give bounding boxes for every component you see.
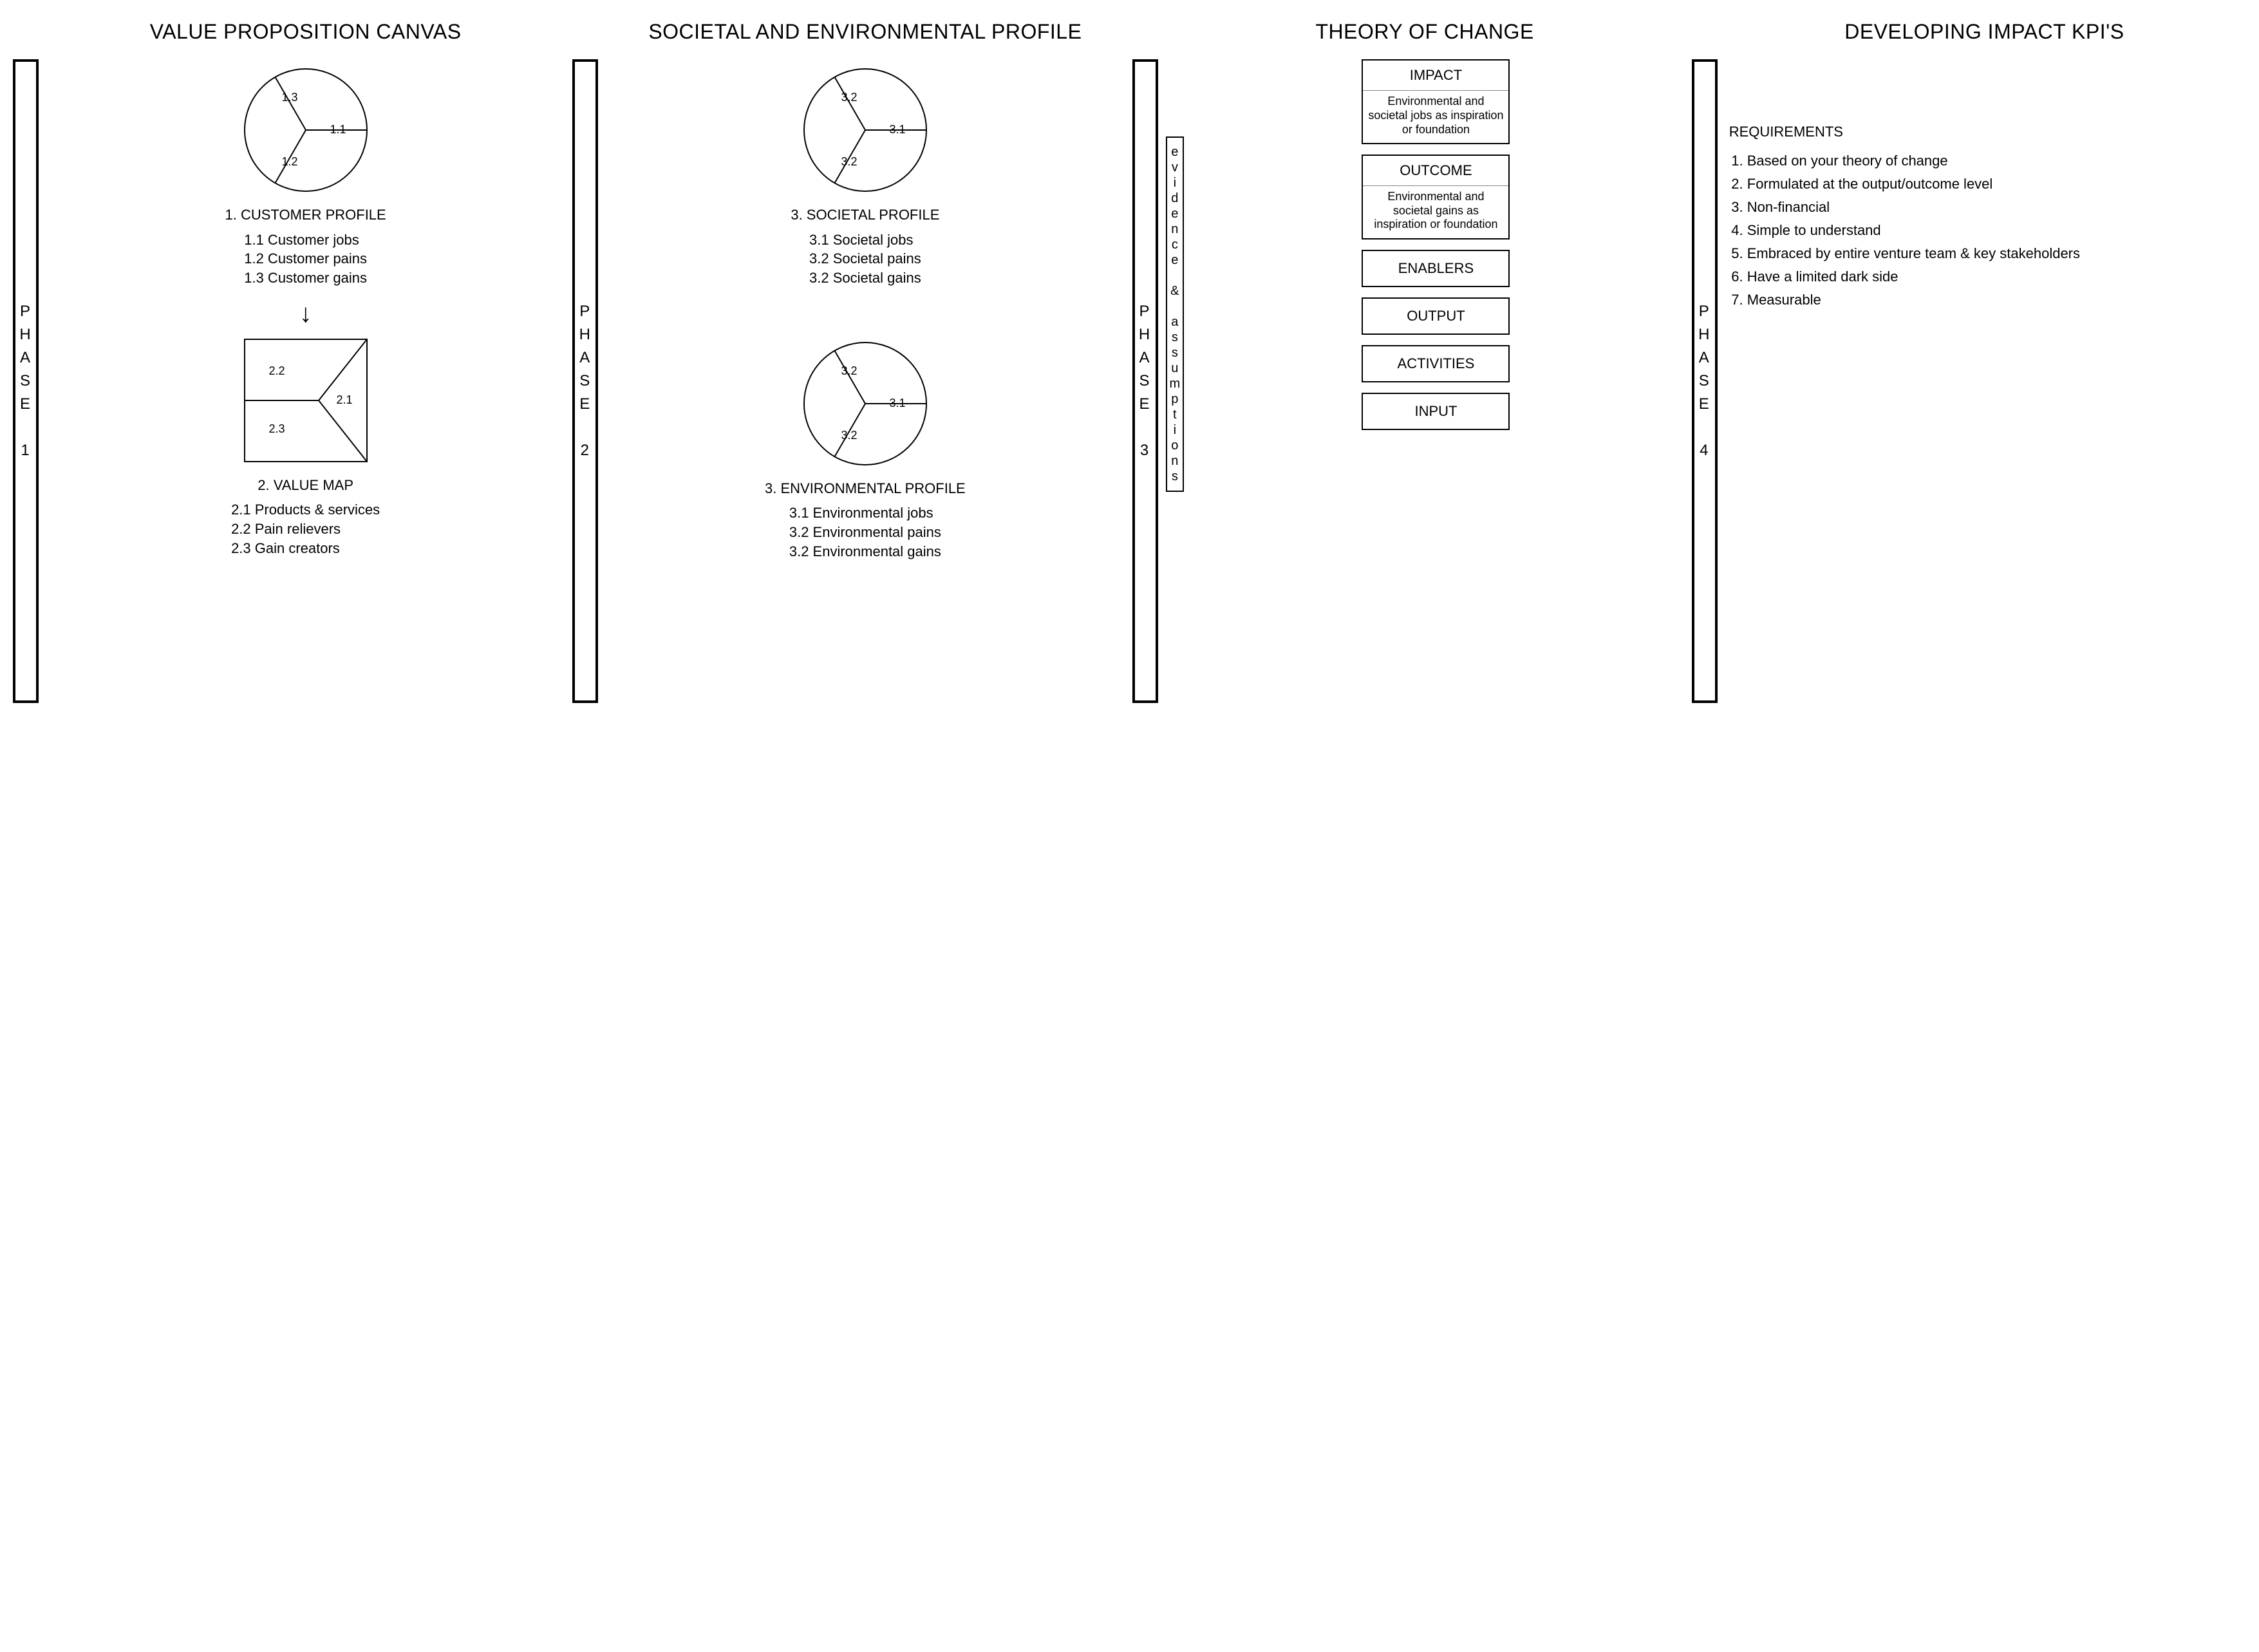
customer-profile-pie: 1.1 1.2 1.3 [241,66,370,198]
list-item: 3.2 Environmental pains [789,523,941,542]
societal-profile-pie: 3.1 3.2 3.2 [801,66,930,198]
list-item: 3.2 Societal pains [809,249,921,268]
pie-label-1-3: 1.3 [281,91,297,104]
square-label-2-1: 2.1 [336,393,352,406]
list-item: 2.3 Gain creators [231,539,380,558]
toc-impact-sub: Environmental and societal jobs as inspi… [1363,90,1508,143]
toc-activities-box: ACTIVITIES [1362,345,1510,382]
phase-3-box: PHASE 3 [1132,59,1158,703]
pie-label-3-2a: 3.2 [841,155,857,168]
list-item: 1.2 Customer pains [244,249,367,268]
list-item: Formulated at the output/outcome level [1747,174,2240,194]
header-col3: THEORY OF CHANGE [1163,19,1687,44]
list-item: 3.1 Societal jobs [809,230,921,250]
square-label-2-2: 2.2 [268,364,285,377]
pie-label-3-2b: 3.2 [841,91,857,104]
list-item: Embraced by entire venture team & key st… [1747,243,2240,264]
arrow-down-icon: ↓ [299,299,312,328]
column-value-proposition: 1.1 1.2 1.3 1. CUSTOMER PROFILE 1.1 Cust… [44,59,567,703]
pie-label-3-1a: 3.1 [889,123,905,136]
value-map-items: 2.1 Products & services 2.2 Pain relieve… [231,500,380,558]
requirements-list: Based on your theory of change Formulate… [1729,151,2240,310]
toc-impact-box: IMPACT Environmental and societal jobs a… [1362,59,1510,144]
list-item: 1.3 Customer gains [244,268,367,288]
toc-stack: IMPACT Environmental and societal jobs a… [1188,59,1684,430]
toc-outcome-sub: Environmental and societal gains as insp… [1363,185,1508,238]
header-row: VALUE PROPOSITION CANVAS SOCIETAL AND EN… [13,19,2246,44]
customer-profile-title: 1. CUSTOMER PROFILE [225,207,386,223]
header-col2: SOCIETAL AND ENVIRONMENTAL PROFILE [603,19,1127,44]
evidence-assumptions-box: evidence & assumptions [1166,136,1185,492]
square-label-2-3: 2.3 [268,422,285,435]
pie-label-1-2: 1.2 [281,155,297,168]
value-map-title: 2. VALUE MAP [258,477,353,494]
column-societal-environmental: 3.1 3.2 3.2 3. SOCIETAL PROFILE 3.1 Soci… [603,59,1127,703]
list-item: 1.1 Customer jobs [244,230,367,250]
environmental-profile-title: 3. ENVIRONMENTAL PROFILE [765,480,966,497]
pie-label-env-3-2a: 3.2 [841,429,857,442]
list-item: Based on your theory of change [1747,151,2240,171]
header-col4: DEVELOPING IMPACT KPI'S [1723,19,2246,44]
phase-2-label: PHASE 2 [579,300,592,462]
list-item: Simple to understand [1747,220,2240,241]
value-map-square: 2.1 2.2 2.3 [241,336,370,468]
evidence-assumptions-label: evidence & assumptions [1170,144,1181,484]
list-item: Have a limited dark side [1747,267,2240,287]
column-theory-of-change: evidence & assumptions IMPACT Environmen… [1163,59,1687,703]
list-item: 2.2 Pain relievers [231,520,380,539]
list-item: 3.1 Environmental jobs [789,503,941,523]
toc-enablers-box: ENABLERS [1362,250,1510,287]
list-item: 3.2 Environmental gains [789,542,941,561]
toc-impact-head: IMPACT [1363,61,1508,90]
requirements-title: REQUIREMENTS [1729,124,2240,140]
phase-1-label: PHASE 1 [19,300,32,462]
main-grid: PHASE 1 1.1 1.2 1.3 1. CUSTOMER PROFILE … [13,59,2246,703]
phase-4-label: PHASE 4 [1698,300,1711,462]
phase-1-box: PHASE 1 [13,59,39,703]
list-item: Non-financial [1747,197,2240,218]
toc-output-box: OUTPUT [1362,297,1510,335]
phase-2-box: PHASE 2 [572,59,598,703]
toc-outcome-box: OUTCOME Environmental and societal gains… [1362,155,1510,239]
societal-profile-items: 3.1 Societal jobs 3.2 Societal pains 3.2… [809,230,921,288]
pie-label-1-1: 1.1 [330,123,346,136]
list-item: 2.1 Products & services [231,500,380,520]
pie-label-env-3-1: 3.1 [889,397,905,409]
environmental-profile-pie: 3.1 3.2 3.2 [801,339,930,471]
environmental-profile-items: 3.1 Environmental jobs 3.2 Environmental… [789,503,941,561]
phase-3-label: PHASE 3 [1139,300,1151,462]
header-col1: VALUE PROPOSITION CANVAS [44,19,567,44]
pie-label-env-3-2b: 3.2 [841,364,857,377]
toc-outcome-head: OUTCOME [1363,156,1508,185]
list-item: Measurable [1747,290,2240,310]
customer-profile-items: 1.1 Customer jobs 1.2 Customer pains 1.3… [244,230,367,288]
toc-input-box: INPUT [1362,393,1510,430]
phase-4-box: PHASE 4 [1692,59,1718,703]
column-requirements: REQUIREMENTS Based on your theory of cha… [1723,59,2246,703]
list-item: 3.2 Societal gains [809,268,921,288]
societal-profile-title: 3. SOCIETAL PROFILE [791,207,939,223]
